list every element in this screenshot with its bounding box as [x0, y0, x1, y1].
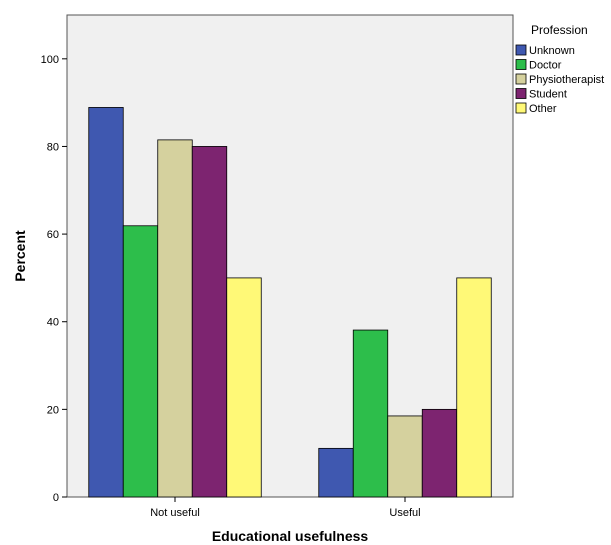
legend-swatch [515, 102, 527, 114]
bar-physiotherapist-not-useful [157, 139, 193, 498]
y-axis-title: Percent [12, 230, 28, 282]
legend-item-label: Doctor [529, 60, 562, 72]
y-tick-label: 100 [41, 54, 59, 66]
y-axis: 0 20 40 60 80 100 [41, 54, 67, 504]
x-tick-label: Not useful [150, 507, 200, 519]
bar-student-not-useful [191, 146, 228, 498]
x-tick-label: Useful [389, 507, 420, 519]
bars-group [88, 107, 492, 498]
legend-title: Profession [531, 23, 588, 37]
bar-physiotherapist-useful [387, 415, 423, 498]
legend-item-label: Physiotherapist [529, 74, 604, 86]
legend-swatch [515, 44, 527, 56]
legend-swatch [515, 88, 527, 99]
y-tick-label: 0 [53, 492, 59, 504]
y-tick-label: 60 [47, 229, 59, 241]
legend-swatch [515, 73, 527, 85]
bar-other-not-useful [226, 277, 262, 498]
legend-swatch [515, 59, 527, 70]
legend: Profession Unknown Doctor Physiotherapist S… [515, 23, 604, 115]
legend-item-label: Unknown [529, 45, 575, 57]
x-axis: Not useful Useful [150, 497, 421, 519]
y-tick-label: 40 [47, 317, 59, 329]
bar-other-useful [456, 277, 492, 498]
bar-unknown-not-useful [88, 107, 124, 498]
y-tick-label: 20 [47, 404, 59, 416]
bar-student-useful [421, 408, 458, 498]
x-axis-title: Educational usefulness [212, 528, 369, 544]
bar-doctor-useful [352, 329, 389, 498]
bar-unknown-useful [318, 447, 354, 498]
y-tick-label: 80 [47, 141, 59, 153]
legend-item-label: Other [529, 103, 557, 115]
bar-doctor-not-useful [122, 225, 159, 498]
legend-item-label: Student [529, 89, 567, 101]
